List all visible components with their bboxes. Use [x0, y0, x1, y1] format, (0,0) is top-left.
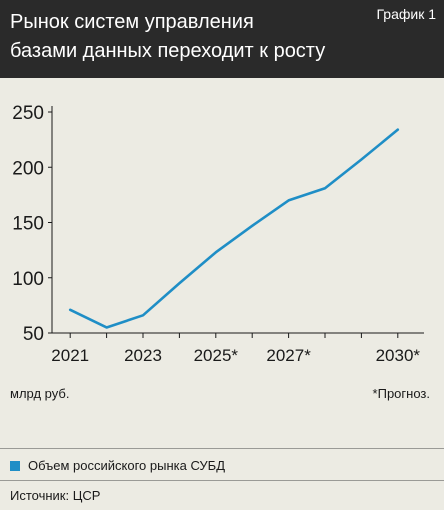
chart-tick-labels: 50 100 150 200 250 2021 2023 2025* 2027* 2030*: [12, 103, 420, 365]
y-tick-label: 150: [12, 214, 44, 235]
chart-number-badge: График 1: [376, 6, 436, 22]
x-tick-label: 2021: [51, 346, 89, 365]
chart-title: Рынок систем управления базами данных пе…: [10, 8, 350, 66]
chart-legend: Объем российского рынка СУБД: [10, 458, 225, 473]
x-tick-label: 2027*: [266, 346, 311, 365]
legend-divider: [0, 448, 444, 449]
chart-axes: [48, 106, 424, 338]
forecast-note: *Прогноз.: [372, 386, 430, 401]
source-text: Источник: ЦСР: [10, 488, 101, 503]
chart-title-line-1: Рынок систем управления: [10, 11, 254, 33]
series-line: [68, 128, 400, 329]
chart-series: [68, 128, 400, 329]
x-tick-label: 2030*: [376, 346, 421, 365]
legend-swatch: [10, 460, 20, 471]
chart-header: Рынок систем управления базами данных пе…: [0, 0, 444, 78]
y-tick-label: 100: [12, 269, 44, 290]
x-tick-label: 2025*: [194, 346, 239, 365]
y-tick-label: 200: [12, 158, 44, 179]
chart-title-line-2: базами данных переходит к росту: [10, 40, 326, 62]
x-tick-label: 2023: [124, 346, 162, 365]
line-chart: 50 100 150 200 250 2021 2023 2025* 2027* 2030*: [12, 103, 424, 365]
legend-label: Объем российского рынка СУБД: [28, 458, 225, 473]
y-axis-unit: млрд руб.: [10, 386, 70, 401]
y-tick-label: 50: [23, 324, 44, 345]
source-divider: [0, 480, 444, 481]
y-tick-label: 250: [12, 103, 44, 124]
